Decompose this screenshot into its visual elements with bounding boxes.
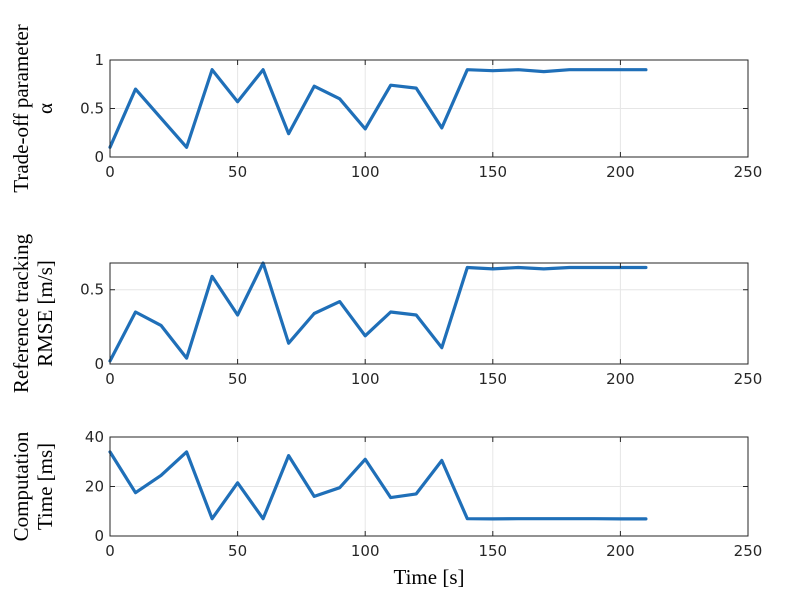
x-tick-label: 250 (734, 370, 763, 388)
y-tick-label: 20 (85, 478, 104, 496)
x-axis-label: Time [s] (394, 565, 465, 589)
y-axis-label: Time [ms] (33, 443, 57, 530)
y-tick-label: 40 (85, 428, 104, 446)
x-tick-label: 150 (478, 542, 507, 560)
x-tick-label: 150 (478, 163, 507, 181)
x-tick-label: 250 (734, 163, 763, 181)
y-tick-label: 1 (94, 51, 104, 69)
x-tick-label: 0 (105, 370, 115, 388)
y-axis-label: Computation (9, 431, 33, 541)
x-tick-label: 100 (351, 163, 380, 181)
y-tick-label: 0 (94, 148, 104, 166)
y-tick-label: 0 (94, 355, 104, 373)
data-series-line-2 (108, 261, 648, 363)
y-axis-label: RMSE [m/s] (33, 260, 57, 367)
y-axis-label: Reference tracking (9, 233, 33, 393)
x-tick-label: 150 (478, 370, 507, 388)
x-tick-label: 250 (734, 542, 763, 560)
y-axis-label: Trade-off parameter (9, 24, 33, 193)
y-tick-label: 0 (94, 527, 104, 545)
x-tick-label: 0 (105, 542, 115, 560)
x-tick-label: 50 (228, 163, 247, 181)
data-series-line-1 (108, 68, 648, 149)
x-tick-label: 0 (105, 163, 115, 181)
x-tick-label: 100 (351, 370, 380, 388)
data-series-line-3 (108, 450, 648, 521)
x-tick-label: 200 (606, 370, 635, 388)
x-tick-label: 200 (606, 542, 635, 560)
x-tick-label: 200 (606, 163, 635, 181)
axes-frame-2 (109, 262, 749, 365)
x-tick-label: 100 (351, 542, 380, 560)
plot-area-2 (110, 263, 748, 364)
y-tick-label: 0.5 (80, 100, 104, 118)
x-tick-label: 50 (228, 542, 247, 560)
y-axis-label: α (33, 103, 57, 114)
x-tick-label: 50 (228, 370, 247, 388)
y-tick-label: 0.5 (80, 281, 104, 299)
